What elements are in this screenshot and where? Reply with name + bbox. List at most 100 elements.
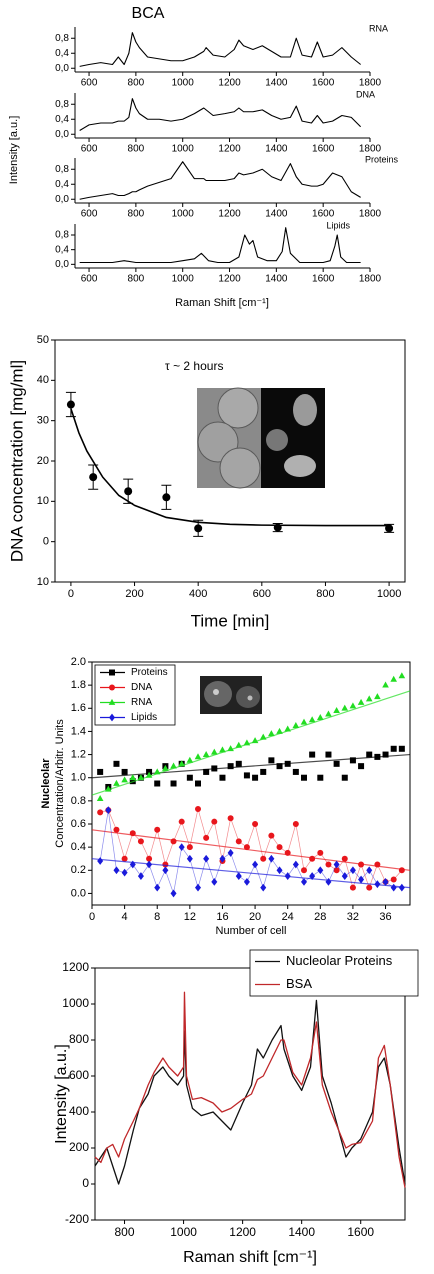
x-tick-label: 1000 (170, 1225, 197, 1239)
marker (268, 730, 275, 737)
x-tick-label: 1000 (172, 144, 195, 155)
marker (194, 753, 202, 760)
nucleus-image (200, 676, 262, 714)
y-tick-label: 0 (82, 1176, 89, 1190)
legend-box (94, 664, 176, 726)
marker (325, 877, 332, 886)
x-tick-label: 32 (347, 911, 359, 923)
marker (137, 872, 144, 880)
marker (385, 524, 394, 533)
x-tick-label: 1000 (172, 78, 195, 89)
marker (195, 780, 201, 787)
figure-title: BCA (132, 5, 165, 22)
marker (178, 843, 185, 852)
y-tick-label: -200 (65, 1212, 89, 1226)
marker (333, 760, 340, 767)
marker (186, 854, 193, 863)
x-tick-label: 600 (81, 274, 98, 285)
marker (66, 400, 75, 409)
marker (124, 487, 133, 496)
y-tick-label: 0.0 (71, 887, 86, 899)
marker (301, 877, 307, 886)
marker (252, 860, 259, 869)
y-tick-label: 1.8 (71, 679, 86, 691)
marker (398, 883, 405, 892)
x-tick-label: 1000 (172, 209, 195, 220)
marker (109, 713, 115, 722)
x-tick-label: 1400 (265, 209, 288, 220)
marker (309, 751, 316, 758)
marker (108, 698, 116, 705)
marker (366, 884, 373, 891)
marker (121, 768, 128, 775)
marker (341, 774, 348, 781)
spectrum-line (94, 999, 406, 1185)
marker (333, 867, 340, 874)
y-tick-label: 0,4 (55, 114, 69, 125)
marker (129, 860, 136, 869)
x-tick-label: 800 (316, 588, 334, 600)
x-tick-label: 1800 (359, 144, 382, 155)
marker (390, 745, 397, 752)
marker (211, 748, 218, 755)
marker (194, 524, 203, 533)
x-tick-label: 16 (216, 911, 228, 923)
marker (170, 838, 177, 845)
y-axis-label: DNA concentration [mg/ml] (7, 360, 26, 562)
x-tick-label: 12 (184, 911, 196, 923)
marker (243, 877, 250, 886)
marker (325, 861, 332, 868)
y-axis-label: Intensity [a.u.] (53, 1044, 70, 1144)
marker (211, 765, 218, 772)
marker (154, 826, 161, 833)
marker (382, 751, 389, 758)
spectrum-line (79, 32, 361, 67)
y-tick-label: 20 (37, 455, 49, 467)
marker (170, 762, 177, 769)
marker (97, 768, 104, 775)
marker (252, 774, 259, 781)
marker (333, 860, 340, 869)
x-tick-label: 1600 (347, 1225, 374, 1239)
spectrum-name: Proteins (365, 154, 399, 164)
marker (227, 745, 234, 752)
y-tick-label: 1.0 (71, 772, 86, 784)
annotation: τ ~ 2 hours (165, 359, 223, 373)
y-tick-label: 800 (69, 1032, 89, 1046)
x-tick-label: 36 (379, 911, 391, 923)
cell-image (197, 387, 325, 489)
marker (203, 834, 210, 841)
y-tick-label: 0,8 (55, 99, 69, 110)
y-tick-label: 0.4 (71, 841, 86, 853)
y-tick-label: 0,4 (55, 244, 69, 255)
marker (301, 867, 307, 874)
y-tick-label: 0 (43, 536, 49, 548)
marker (137, 774, 145, 781)
marker (219, 774, 226, 781)
marker (309, 872, 316, 880)
x-tick-label: 1400 (265, 78, 288, 89)
marker (325, 751, 332, 758)
marker (89, 473, 98, 482)
x-tick-label: 1200 (229, 1225, 256, 1239)
marker (260, 883, 267, 892)
marker (268, 854, 275, 863)
y-tick-label: 0,0 (55, 63, 69, 74)
marker (113, 826, 120, 833)
marker (365, 695, 373, 702)
x-tick-label: 1600 (312, 274, 335, 285)
x-tick-label: 28 (314, 911, 326, 923)
legend-label: DNA (131, 682, 152, 693)
y-tick-label: 1000 (62, 996, 89, 1010)
y-axis-label: Concentration/Arbitr. Units (54, 719, 66, 848)
marker (292, 860, 299, 869)
x-tick-label: 600 (81, 144, 98, 155)
y-tick-label: 0,0 (55, 259, 69, 270)
y-tick-label: 0,0 (55, 129, 69, 140)
y-tick-label: 0,4 (55, 179, 69, 190)
x-tick-label: 1200 (218, 144, 241, 155)
marker (121, 776, 128, 783)
x-tick-label: 1800 (359, 78, 382, 89)
marker (317, 774, 324, 781)
